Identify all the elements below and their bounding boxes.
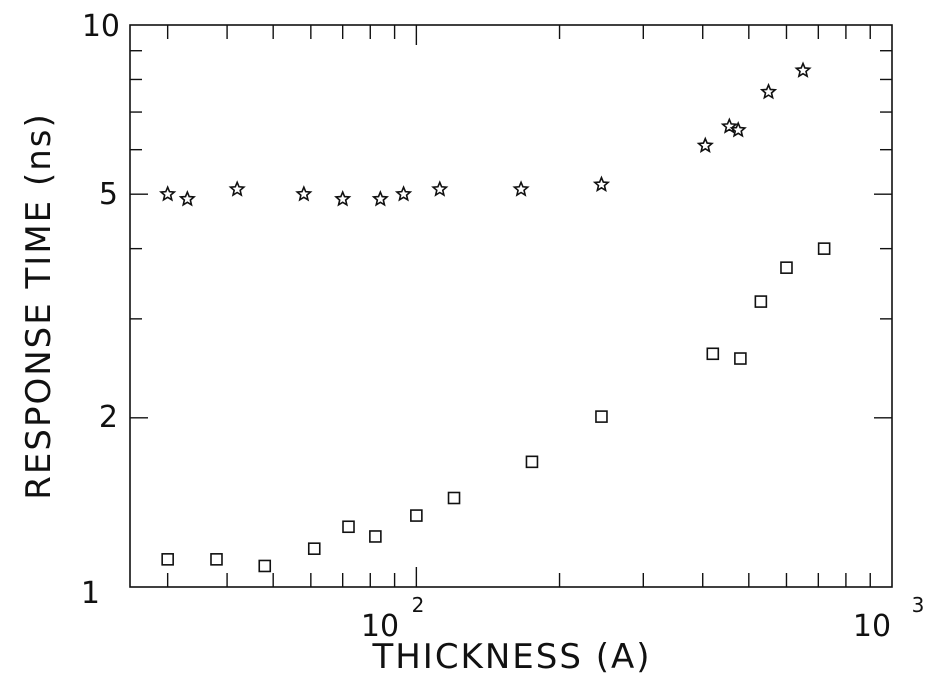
square-data-point bbox=[161, 553, 174, 566]
square-data-point bbox=[342, 520, 355, 534]
square-data-point bbox=[817, 242, 831, 255]
star-data-point bbox=[228, 180, 246, 197]
square-data-point bbox=[525, 455, 539, 469]
star-data-point bbox=[159, 185, 177, 202]
square-data-point bbox=[210, 553, 223, 566]
square-data-point bbox=[410, 509, 423, 522]
x-tick-label-100-exp: 2 bbox=[412, 593, 425, 617]
star-data-point bbox=[334, 190, 352, 207]
square-data-point bbox=[369, 530, 382, 543]
y-tick-label-5: 5 bbox=[99, 177, 118, 212]
star-data-point bbox=[696, 136, 714, 154]
x-tick-label-100-base: 10 bbox=[361, 609, 399, 644]
y-tick-label-10: 10 bbox=[82, 9, 120, 44]
star-data-point bbox=[794, 61, 812, 78]
star-data-point bbox=[729, 121, 747, 138]
y-tick-label-1: 1 bbox=[81, 576, 100, 611]
star-data-point bbox=[295, 185, 313, 202]
square-data-point bbox=[734, 352, 747, 365]
square-data-point bbox=[595, 410, 608, 423]
star-data-point bbox=[371, 190, 389, 207]
data-marks bbox=[159, 61, 831, 573]
square-data-point bbox=[754, 295, 768, 308]
star-data-point bbox=[394, 185, 413, 202]
star-data-point bbox=[512, 180, 530, 197]
y-tick-label-2: 2 bbox=[99, 400, 118, 435]
star-data-point bbox=[720, 117, 738, 134]
square-data-point bbox=[706, 347, 720, 361]
square-data-point bbox=[258, 559, 272, 573]
star-data-point bbox=[592, 175, 611, 192]
star-data-point bbox=[178, 190, 196, 207]
star-data-point bbox=[759, 82, 778, 100]
x-tick-label-1000-base: 10 bbox=[853, 609, 891, 644]
axis-ticks bbox=[130, 25, 892, 587]
star-data-point bbox=[431, 180, 449, 197]
plot-frame bbox=[129, 24, 893, 588]
square-data-point bbox=[307, 542, 321, 555]
square-data-point bbox=[447, 491, 461, 505]
x-axis-title: THICKNESS (A) bbox=[371, 637, 651, 677]
x-tick-label-1000-exp: 3 bbox=[912, 593, 925, 617]
y-axis-title: RESPONSE TIME (ns) bbox=[19, 112, 59, 499]
square-data-point bbox=[780, 261, 793, 274]
